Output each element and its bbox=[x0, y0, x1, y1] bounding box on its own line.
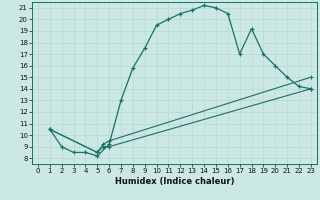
X-axis label: Humidex (Indice chaleur): Humidex (Indice chaleur) bbox=[115, 177, 234, 186]
